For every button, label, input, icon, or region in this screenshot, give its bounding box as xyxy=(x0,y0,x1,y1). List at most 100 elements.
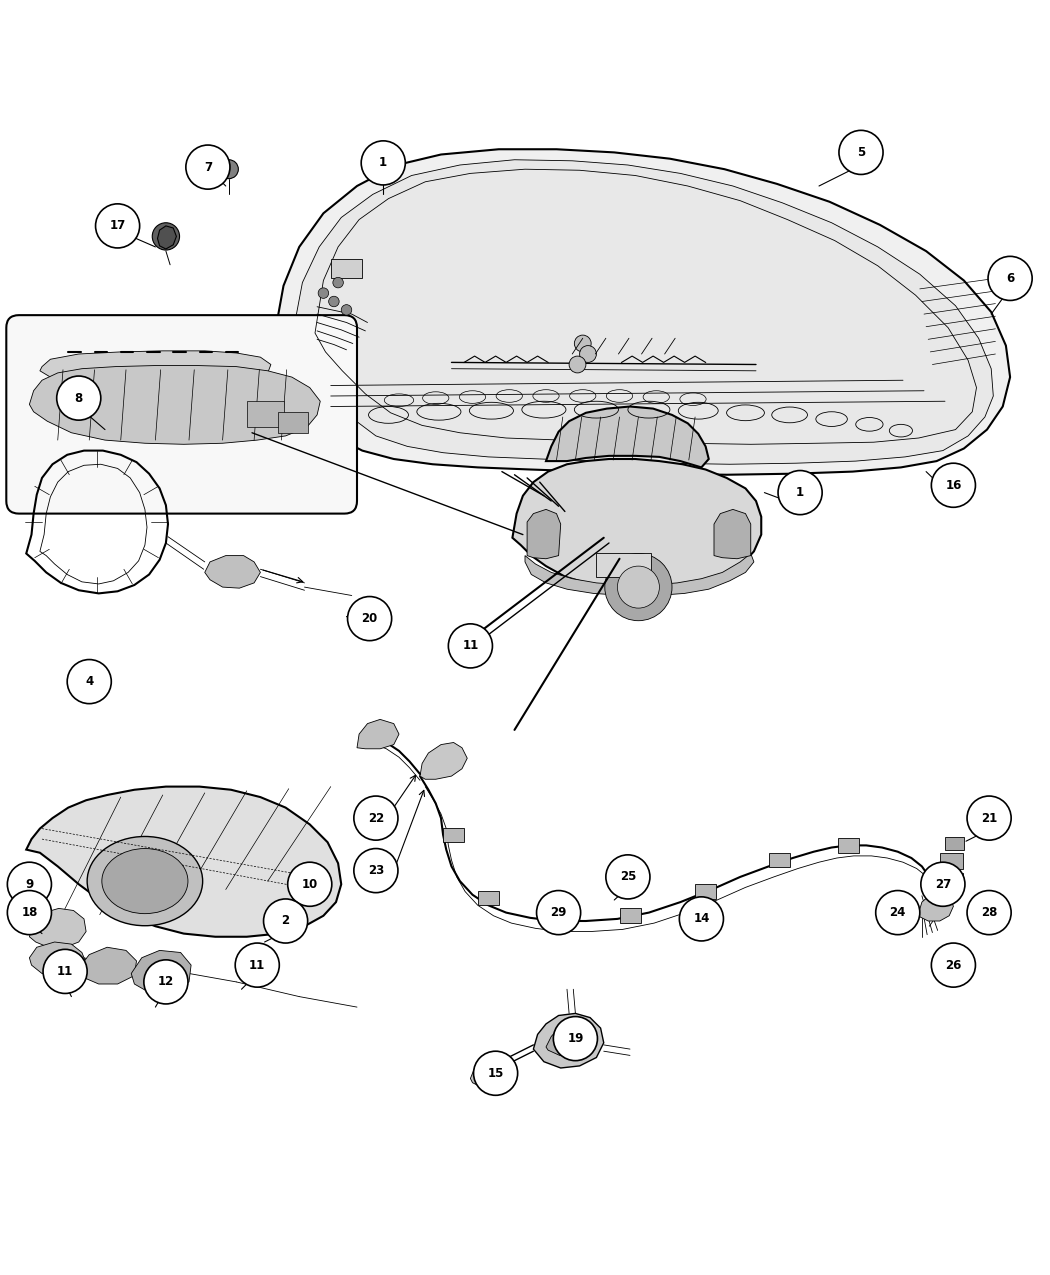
Circle shape xyxy=(186,145,230,189)
Circle shape xyxy=(57,376,101,421)
Text: 29: 29 xyxy=(550,907,567,919)
Circle shape xyxy=(580,346,596,362)
Circle shape xyxy=(67,659,111,704)
Circle shape xyxy=(7,862,51,907)
Polygon shape xyxy=(79,947,136,984)
Circle shape xyxy=(778,470,822,515)
Bar xyxy=(478,890,499,905)
Polygon shape xyxy=(420,742,467,779)
Text: 1: 1 xyxy=(379,157,387,170)
Circle shape xyxy=(474,1051,518,1095)
Bar xyxy=(278,412,308,432)
Text: 7: 7 xyxy=(204,161,212,173)
Polygon shape xyxy=(357,719,399,748)
Bar xyxy=(596,553,651,576)
Text: 11: 11 xyxy=(57,965,74,978)
Circle shape xyxy=(679,896,723,941)
Bar xyxy=(620,908,640,923)
Circle shape xyxy=(931,463,975,507)
Ellipse shape xyxy=(87,836,203,926)
Text: 10: 10 xyxy=(301,877,318,891)
Text: 12: 12 xyxy=(158,975,174,988)
Polygon shape xyxy=(158,226,176,249)
Circle shape xyxy=(448,623,492,668)
Polygon shape xyxy=(512,459,761,588)
Polygon shape xyxy=(919,891,953,921)
Circle shape xyxy=(361,140,405,185)
Text: 1: 1 xyxy=(796,486,804,499)
Circle shape xyxy=(606,854,650,899)
Circle shape xyxy=(152,223,180,250)
Bar xyxy=(838,838,859,853)
Polygon shape xyxy=(273,149,1010,474)
Circle shape xyxy=(43,950,87,993)
Text: 23: 23 xyxy=(368,864,384,877)
Circle shape xyxy=(921,862,965,907)
Circle shape xyxy=(348,597,392,640)
Circle shape xyxy=(931,944,975,987)
Polygon shape xyxy=(29,942,86,975)
Circle shape xyxy=(988,256,1032,301)
Circle shape xyxy=(617,566,659,608)
Text: 20: 20 xyxy=(361,612,378,625)
Bar xyxy=(443,827,464,843)
Text: 21: 21 xyxy=(981,812,998,825)
Bar xyxy=(937,872,963,890)
Circle shape xyxy=(354,796,398,840)
Circle shape xyxy=(235,944,279,987)
Text: 18: 18 xyxy=(21,907,38,919)
Polygon shape xyxy=(29,366,320,444)
Circle shape xyxy=(876,890,920,935)
Circle shape xyxy=(264,899,308,944)
Polygon shape xyxy=(292,159,993,464)
Bar xyxy=(940,853,963,868)
Circle shape xyxy=(605,553,672,621)
Text: 26: 26 xyxy=(945,959,962,972)
Text: 17: 17 xyxy=(109,219,126,232)
Text: 11: 11 xyxy=(249,959,266,972)
Circle shape xyxy=(569,356,586,372)
Polygon shape xyxy=(533,1014,604,1068)
Polygon shape xyxy=(26,787,341,937)
Circle shape xyxy=(354,849,398,892)
Text: 6: 6 xyxy=(1006,272,1014,284)
Text: 11: 11 xyxy=(462,639,479,653)
Polygon shape xyxy=(470,1063,500,1086)
Text: 4: 4 xyxy=(85,674,93,688)
Text: 24: 24 xyxy=(889,907,906,919)
Polygon shape xyxy=(29,908,86,947)
Circle shape xyxy=(96,204,140,247)
Text: 19: 19 xyxy=(567,1031,584,1046)
Circle shape xyxy=(219,159,238,179)
Circle shape xyxy=(144,960,188,1003)
Text: 25: 25 xyxy=(620,871,636,884)
Polygon shape xyxy=(546,1024,590,1056)
Polygon shape xyxy=(546,407,709,468)
Bar xyxy=(769,853,790,867)
Polygon shape xyxy=(40,351,271,385)
Polygon shape xyxy=(131,950,191,992)
Ellipse shape xyxy=(102,849,188,914)
Polygon shape xyxy=(205,556,260,588)
Circle shape xyxy=(553,1016,597,1061)
Circle shape xyxy=(318,288,329,298)
Circle shape xyxy=(967,796,1011,840)
Text: 2: 2 xyxy=(281,914,290,927)
Text: 16: 16 xyxy=(945,478,962,492)
Polygon shape xyxy=(527,510,561,558)
Text: 27: 27 xyxy=(934,877,951,891)
Circle shape xyxy=(967,890,1011,935)
FancyBboxPatch shape xyxy=(6,315,357,514)
Circle shape xyxy=(341,305,352,315)
Bar xyxy=(331,260,362,278)
Circle shape xyxy=(333,278,343,288)
Polygon shape xyxy=(525,553,754,595)
Text: 15: 15 xyxy=(487,1067,504,1080)
Circle shape xyxy=(537,890,581,935)
Circle shape xyxy=(574,335,591,352)
Bar xyxy=(546,914,567,928)
Text: 22: 22 xyxy=(368,812,384,825)
Text: 14: 14 xyxy=(693,913,710,926)
Circle shape xyxy=(7,890,51,935)
Circle shape xyxy=(329,296,339,307)
